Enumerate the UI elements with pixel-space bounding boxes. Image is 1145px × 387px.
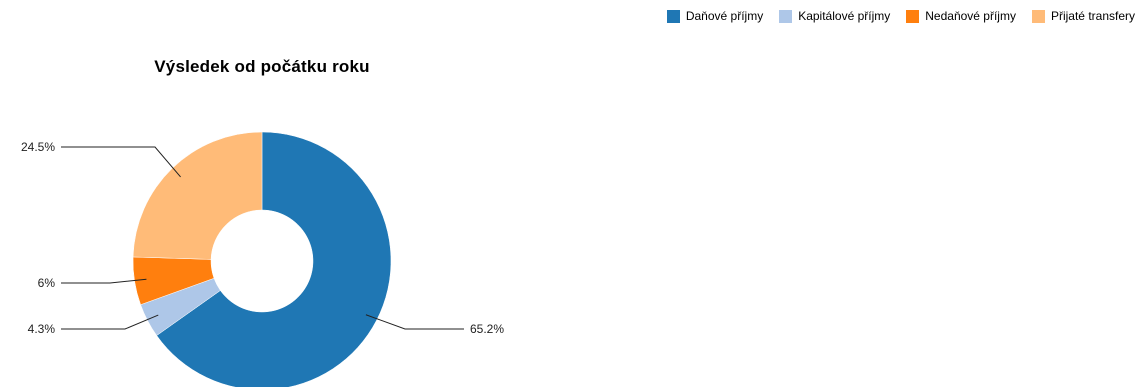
leader-line-kapitalove-prijmy: [61, 314, 159, 330]
leader-line-nedanove-prijmy: [61, 278, 147, 284]
data-label-nedanove-prijmy: 6%: [38, 276, 56, 290]
legend-label-kapitalove-prijmy: Kapitálové příjmy: [798, 9, 891, 23]
legend-swatch-nedanove-prijmy: [906, 9, 920, 23]
donut-slices: [132, 131, 392, 387]
slice-danove-prijmy[interactable]: [156, 131, 392, 387]
legend-label-danove-prijmy: Daňové příjmy: [685, 9, 764, 23]
donut-labels: 65.2% 4.3% 6% 24.5%: [21, 140, 504, 336]
legend-item-danove-prijmy[interactable]: Daňové příjmy: [666, 9, 764, 23]
legend-label-nedanove-prijmy: Nedaňové příjmy: [925, 9, 1016, 23]
leader-line-danove-prijmy: [365, 314, 464, 330]
legend-label-prijate-transfery: Přijaté transfery: [1050, 9, 1135, 23]
data-label-kapitalove-prijmy: 4.3%: [28, 322, 56, 336]
legend-swatch-kapitalove-prijmy: [779, 9, 793, 23]
leader-line-prijate-transfery: [61, 146, 181, 178]
data-label-danove-prijmy: 65.2%: [470, 322, 504, 336]
legend-swatch-prijate-transfery: [1031, 9, 1045, 23]
chart-legend: Daňové příjmy Kapitálové příjmy Nedaňové…: [666, 9, 1135, 23]
slice-prijate-transfery[interactable]: [132, 131, 263, 260]
legend-swatch-danove-prijmy: [666, 9, 680, 23]
data-label-prijate-transfery: 24.5%: [21, 140, 55, 154]
legend-item-kapitalove-prijmy[interactable]: Kapitálové příjmy: [779, 9, 890, 23]
legend-item-nedanove-prijmy[interactable]: Nedaňové příjmy: [906, 9, 1016, 23]
legend-item-prijate-transfery[interactable]: Přijaté transfery: [1031, 9, 1135, 23]
chart-title: Výsledek od počátku roku: [154, 57, 370, 76]
